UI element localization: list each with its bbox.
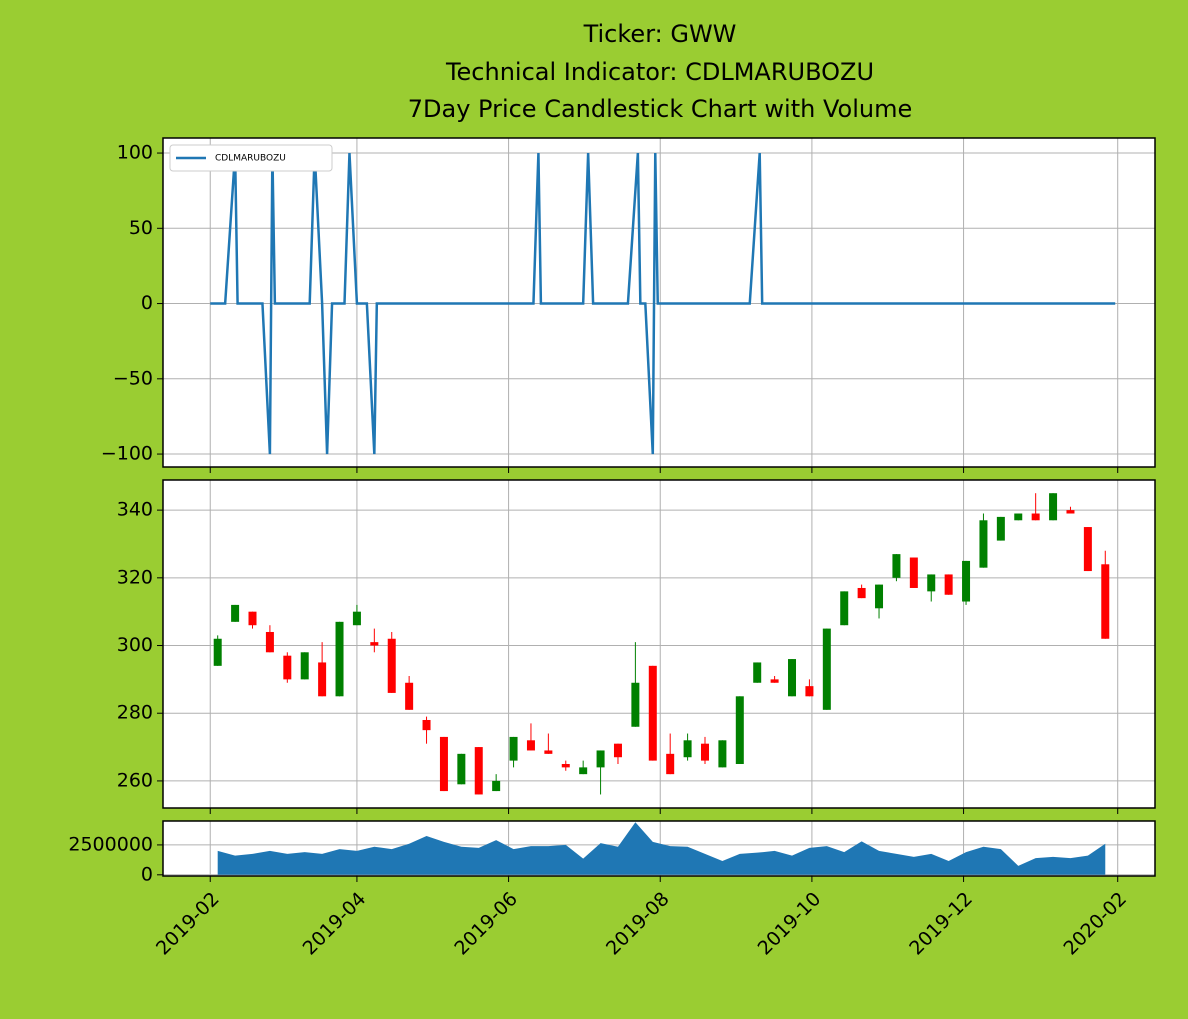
candle-body [370, 642, 379, 646]
y-tick-label: −50 [113, 367, 153, 389]
candle-body [457, 753, 466, 785]
candle-body [788, 659, 797, 697]
candle-body [944, 574, 953, 595]
candle-body [1101, 564, 1110, 639]
chart-title: 7Day Price Candlestick Chart with Volume [408, 95, 913, 123]
candle-body [300, 652, 309, 680]
candle-body [613, 743, 622, 758]
candle-body [822, 628, 831, 710]
candle-body [700, 743, 709, 761]
plot-frame [162, 137, 1156, 468]
candle-body [544, 750, 553, 754]
y-tick-label: 340 [117, 499, 153, 521]
candle-body [1049, 493, 1058, 521]
candle-body [318, 662, 327, 697]
plot-area [163, 480, 1155, 808]
candle-body [213, 638, 222, 666]
candle-body [996, 516, 1005, 541]
candle-body [735, 696, 744, 764]
candle-body [422, 719, 431, 731]
candle-body [352, 611, 361, 626]
legend-box [169, 144, 333, 172]
y-tick-label: 0 [141, 863, 153, 885]
legend-label: CDLMARUBOZU [215, 154, 286, 164]
candle-body [1066, 510, 1075, 514]
candle-body [979, 520, 988, 568]
candle-body [892, 554, 901, 578]
candle-body [648, 665, 657, 761]
candle-body [909, 557, 918, 588]
y-tick-label: 300 [117, 634, 153, 656]
candle-body [509, 736, 518, 761]
candle-body [753, 662, 762, 683]
candle-body [526, 740, 535, 751]
y-tick-label: 100 [117, 142, 153, 164]
candle-body [631, 682, 640, 727]
y-tick-label: −100 [101, 443, 153, 465]
candle-body [805, 686, 814, 697]
candle-body [1031, 513, 1040, 521]
candle-body [474, 747, 483, 795]
candle-body [387, 638, 396, 693]
y-tick-label: 2500000 [68, 833, 153, 855]
candle-body [439, 736, 448, 792]
candle-body [231, 604, 240, 622]
line-series [210, 152, 1116, 455]
candle-body [1083, 527, 1092, 572]
candle-body [335, 621, 344, 697]
candle-body [683, 740, 692, 758]
volume-area [217, 822, 1106, 875]
chart-title: Technical Indicator: CDLMARUBOZU [445, 58, 874, 86]
y-tick-label: 50 [129, 217, 153, 239]
plot-frame [162, 479, 1156, 809]
y-tick-label: 0 [141, 292, 153, 314]
candle-body [718, 740, 727, 768]
y-tick-label: 280 [117, 702, 153, 724]
candle-body [579, 767, 588, 775]
y-tick-label: 260 [117, 769, 153, 791]
candle-body [857, 587, 866, 599]
candle-body [265, 631, 274, 653]
candle-body [875, 584, 884, 609]
candle-body [248, 611, 257, 626]
candle-body [405, 682, 414, 710]
candle-body [283, 655, 292, 680]
candle-body [927, 574, 936, 592]
candle-body [770, 679, 779, 683]
candle-body [840, 591, 849, 626]
candle-body [596, 750, 605, 768]
legend: CDLMARUBOZU [169, 144, 333, 172]
candle-body [1014, 513, 1023, 521]
chart-title: Ticker: GWW [583, 20, 737, 48]
plot-frame [162, 820, 1156, 877]
candle-body [492, 780, 501, 792]
y-tick-label: 320 [117, 566, 153, 588]
candle-body [561, 763, 570, 768]
candle-body [962, 560, 971, 602]
candle-body [666, 753, 675, 775]
